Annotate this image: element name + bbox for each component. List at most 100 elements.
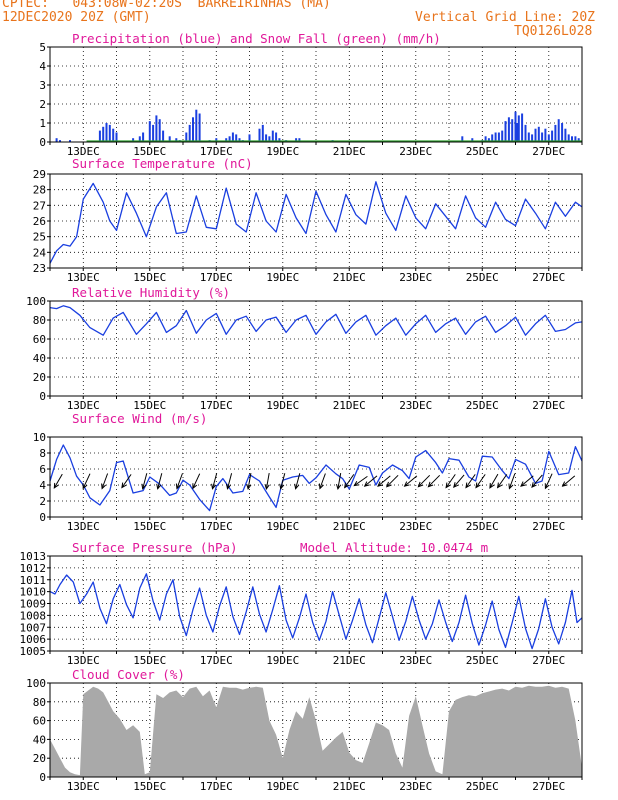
y-tick-label: 1 [39,117,46,130]
panel-title: Surface Pressure (hPa) [72,540,238,555]
precip-bar [198,113,201,142]
y-tick-label: 0 [39,136,46,149]
x-tick-label: 27DEC [532,780,565,793]
wind-arrow [354,475,368,487]
x-tick-label: 17DEC [200,399,233,412]
wind-arrow [53,473,63,489]
x-tick-label: 13DEC [67,271,100,284]
precip-bar [192,117,194,142]
wind-arrow-head [385,481,392,488]
y-tick-label: 80 [33,696,46,709]
precip-bar [571,136,573,142]
y-tick-label: 1005 [20,645,47,658]
precip-bar [501,130,504,142]
x-tick-label: 19DEC [266,780,299,793]
y-tick-label: 1008 [20,609,47,622]
precip-bar [59,140,61,142]
x-tick-label: 15DEC [133,399,166,412]
wind-arrow [337,473,342,489]
precip-bar [516,123,519,142]
x-tick-label: 25DEC [466,399,499,412]
y-tick-label: 1012 [20,562,47,575]
x-tick-label: 17DEC [200,520,233,533]
precip-bar [517,115,520,142]
x-tick-label: 27DEC [532,271,565,284]
wind-arrow [157,473,163,489]
series-line [49,573,583,650]
x-tick-label: 23DEC [399,520,432,533]
wind-arrow-head [445,482,451,489]
precip-bar [524,124,527,142]
precip-bar [112,128,115,142]
wind-arrow-head [53,482,59,489]
panel-1 [47,173,583,271]
precip-bar [98,130,101,142]
precip-bar [514,111,517,142]
precip-bar [461,136,464,142]
precip-bar [55,138,58,142]
precip-bar [554,124,557,142]
y-tick-label: 23 [33,262,46,275]
precip-bar [188,124,191,142]
x-tick-label: 21DEC [333,780,366,793]
wind-arrow-head [508,483,514,490]
wind-arrow [445,474,456,488]
wind-arrow [121,474,132,488]
panel-4 [47,555,583,654]
precip-bar [494,132,497,142]
panel-title: Precipitation (blue) and Snow Fall (gree… [72,31,441,46]
x-tick-label: 27DEC [532,654,565,667]
wind-arrow [404,475,418,487]
precip-bar [507,117,510,142]
x-tick-label: 25DEC [466,654,499,667]
precip-bar [108,124,111,142]
wind-arrow-head [417,481,424,488]
wind-arrow [227,473,233,489]
cloud-area [50,685,582,777]
header-grid-line: Vertical Grid Line: 20Z [415,10,596,25]
y-tick-label: 8 [39,447,46,460]
precip-bar [228,136,231,142]
precip-bar [185,132,188,142]
precip-bar [261,124,264,142]
precip-bar [537,126,540,142]
precip-bar [265,134,268,142]
precip-bar [484,136,487,142]
wind-arrow-head [475,482,481,489]
panel-title: Relative Humidity (%) [72,285,230,300]
wind-arrow-head [264,483,270,491]
y-tick-label: 0 [39,511,46,524]
wind-arrow-head [353,480,360,487]
wind-arrow [531,474,543,488]
precip-bar [162,130,165,142]
wind-arrow [428,474,441,488]
x-tick-label: 15DEC [133,780,166,793]
precip-bar [248,134,251,142]
precip-bar [557,119,560,142]
wind-arrow-head [246,483,252,491]
precip-bar [561,123,564,142]
precip-bar [551,130,554,142]
wind-arrow-head [226,483,232,490]
precip-bar [527,132,530,142]
precip-bar [142,132,145,142]
y-tick-label: 80 [33,314,46,327]
wind-arrow [475,474,486,488]
x-tick-label: 23DEC [399,780,432,793]
y-tick-label: 40 [33,733,46,746]
wind-arrow-head [156,483,162,490]
precip-bar [152,124,155,142]
wind-arrow-head [496,482,503,489]
y-tick-label: 1007 [20,621,47,634]
y-tick-label: 4 [39,479,46,492]
x-tick-label: 15DEC [133,520,166,533]
y-tick-label: 3 [39,79,46,92]
wind-arrow-head [377,481,384,487]
x-tick-label: 21DEC [333,654,366,667]
panel-0 [47,46,583,145]
wind-arrow-head [489,482,495,489]
y-tick-label: 24 [33,246,47,259]
x-tick-label: 13DEC [67,780,100,793]
precip-bar [567,134,570,142]
